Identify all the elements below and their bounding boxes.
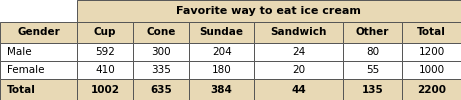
Bar <box>402 22 461 43</box>
Bar <box>77 0 461 22</box>
Bar <box>0 79 77 100</box>
Text: Sandwich: Sandwich <box>270 27 327 37</box>
Text: Cup: Cup <box>94 27 116 37</box>
Text: Total: Total <box>7 85 36 95</box>
Bar <box>0 0 77 22</box>
Bar <box>133 43 189 61</box>
Text: 204: 204 <box>212 47 231 57</box>
Text: 635: 635 <box>150 85 172 95</box>
Text: Favorite way to eat ice cream: Favorite way to eat ice cream <box>177 6 361 16</box>
Bar <box>402 43 461 61</box>
Text: Other: Other <box>355 27 389 37</box>
Text: Cone: Cone <box>146 27 176 37</box>
Text: 20: 20 <box>292 65 305 75</box>
Text: 44: 44 <box>291 85 306 95</box>
Bar <box>189 43 254 61</box>
Text: 384: 384 <box>211 85 232 95</box>
Text: 24: 24 <box>292 47 305 57</box>
Bar <box>133 79 189 100</box>
Bar <box>77 22 133 43</box>
Text: 592: 592 <box>95 47 115 57</box>
Bar <box>0 43 77 61</box>
Text: Gender: Gender <box>17 27 60 37</box>
Bar <box>343 61 402 79</box>
Text: 410: 410 <box>95 65 115 75</box>
Bar <box>402 61 461 79</box>
Bar <box>189 22 254 43</box>
Text: 1000: 1000 <box>419 65 444 75</box>
Bar <box>343 22 402 43</box>
Text: 1200: 1200 <box>418 47 444 57</box>
Text: 1002: 1002 <box>90 85 119 95</box>
Bar <box>133 22 189 43</box>
Bar <box>0 22 77 43</box>
Text: 300: 300 <box>151 47 171 57</box>
Text: Female: Female <box>7 65 44 75</box>
Bar <box>254 22 343 43</box>
Text: 55: 55 <box>366 65 379 75</box>
Bar <box>402 79 461 100</box>
Bar <box>343 43 402 61</box>
Text: 335: 335 <box>151 65 171 75</box>
Bar <box>254 43 343 61</box>
Bar <box>189 79 254 100</box>
Text: Sundae: Sundae <box>200 27 243 37</box>
Bar <box>77 79 133 100</box>
Bar <box>189 61 254 79</box>
Bar <box>254 79 343 100</box>
Bar <box>77 43 133 61</box>
Bar <box>133 61 189 79</box>
Text: 80: 80 <box>366 47 379 57</box>
Text: 2200: 2200 <box>417 85 446 95</box>
Text: Male: Male <box>7 47 31 57</box>
Bar <box>343 79 402 100</box>
Text: 135: 135 <box>361 85 383 95</box>
Bar <box>0 61 77 79</box>
Bar <box>77 61 133 79</box>
Text: 180: 180 <box>212 65 231 75</box>
Text: Total: Total <box>417 27 446 37</box>
Bar <box>254 61 343 79</box>
